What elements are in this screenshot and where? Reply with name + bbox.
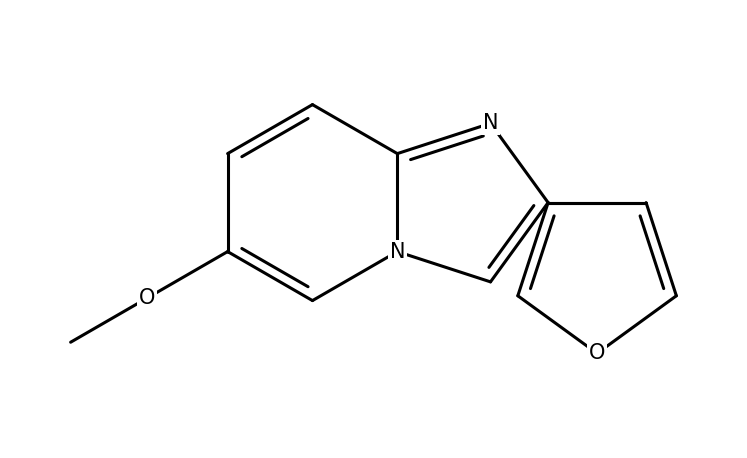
Text: N: N	[483, 113, 498, 133]
Text: O: O	[589, 344, 605, 363]
Text: N: N	[390, 241, 405, 262]
Text: O: O	[139, 288, 155, 308]
